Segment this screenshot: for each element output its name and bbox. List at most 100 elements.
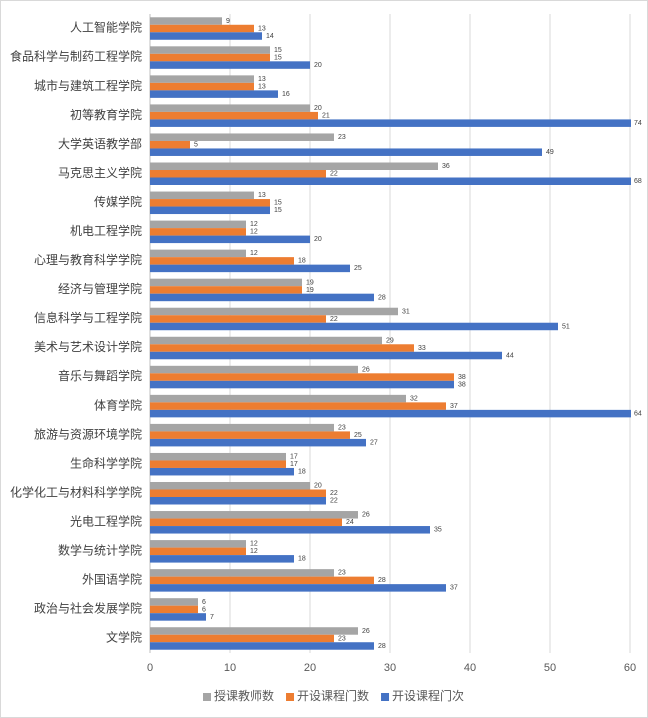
bar bbox=[150, 438, 366, 447]
bar bbox=[150, 365, 358, 374]
value-label: 35 bbox=[434, 527, 442, 534]
value-label: 20 bbox=[314, 236, 322, 243]
bar bbox=[150, 148, 542, 156]
x-tick-label: 20 bbox=[304, 662, 316, 674]
value-label: 28 bbox=[378, 643, 386, 650]
value-label: 16 bbox=[282, 91, 290, 98]
bar bbox=[150, 598, 198, 606]
legend-label: 开设课程门数 bbox=[297, 688, 369, 703]
x-tick-label: 40 bbox=[464, 662, 476, 674]
value-label: 6 bbox=[202, 606, 206, 613]
bar bbox=[150, 642, 374, 650]
bar bbox=[150, 511, 358, 519]
bar bbox=[150, 423, 334, 432]
bar bbox=[150, 228, 246, 236]
category-label: 外国语学院 bbox=[82, 572, 142, 587]
value-label: 19 bbox=[306, 279, 314, 286]
value-label: 15 bbox=[274, 54, 282, 61]
value-label: 13 bbox=[258, 76, 266, 83]
bar bbox=[150, 53, 270, 62]
bar bbox=[150, 518, 342, 527]
value-label: 74 bbox=[634, 120, 642, 127]
category-label: 美术与艺术设计学院 bbox=[34, 339, 142, 354]
bar bbox=[150, 497, 326, 505]
category-label: 文学院 bbox=[106, 630, 142, 645]
value-label: 28 bbox=[378, 294, 386, 301]
x-tick-label: 10 bbox=[224, 662, 236, 674]
bar bbox=[150, 322, 558, 331]
bar bbox=[150, 220, 246, 229]
bar bbox=[150, 351, 502, 360]
value-label: 31 bbox=[402, 308, 410, 315]
category-label: 光电工程学院 bbox=[70, 513, 142, 528]
bar bbox=[150, 133, 334, 141]
value-label: 7 bbox=[210, 614, 214, 621]
bar bbox=[150, 82, 254, 91]
category-label: 初等教育学院 bbox=[70, 107, 142, 122]
legend-label: 授课教师数 bbox=[214, 688, 274, 703]
bar bbox=[150, 540, 246, 548]
bar bbox=[150, 75, 254, 83]
value-label: 22 bbox=[330, 498, 338, 505]
bar bbox=[150, 380, 454, 389]
value-label: 37 bbox=[450, 585, 458, 592]
bar bbox=[150, 409, 631, 418]
category-label: 信息科学与工程学院 bbox=[34, 310, 142, 325]
value-label: 17 bbox=[290, 454, 298, 461]
legend-swatch bbox=[286, 693, 295, 701]
category-label: 传媒学院 bbox=[94, 194, 142, 209]
category-label: 食品科学与制药工程学院 bbox=[10, 49, 142, 64]
bar bbox=[150, 634, 334, 643]
bar bbox=[150, 278, 302, 287]
bar bbox=[150, 555, 294, 563]
value-label: 38 bbox=[458, 381, 466, 388]
value-label: 68 bbox=[634, 178, 642, 185]
value-label: 23 bbox=[338, 425, 346, 432]
value-label: 26 bbox=[362, 628, 370, 635]
legend-swatch bbox=[381, 693, 390, 701]
bar bbox=[150, 119, 631, 127]
value-label: 12 bbox=[250, 250, 258, 257]
value-label: 37 bbox=[450, 403, 458, 410]
value-label: 14 bbox=[266, 33, 274, 40]
value-label: 12 bbox=[250, 548, 258, 555]
x-tick-label: 30 bbox=[384, 662, 396, 674]
x-tick-label: 60 bbox=[624, 662, 636, 674]
category-label: 马克思主义学院 bbox=[58, 165, 142, 180]
bar bbox=[150, 547, 246, 556]
value-label: 19 bbox=[306, 287, 314, 294]
value-label: 23 bbox=[338, 635, 346, 642]
category-label: 体育学院 bbox=[94, 397, 142, 412]
value-label: 12 bbox=[250, 541, 258, 548]
value-label: 22 bbox=[330, 490, 338, 497]
value-label: 13 bbox=[258, 192, 266, 199]
bar bbox=[150, 452, 286, 461]
bar bbox=[150, 307, 398, 316]
bar bbox=[150, 46, 270, 54]
category-label: 人工智能学院 bbox=[70, 20, 142, 35]
bar bbox=[150, 431, 350, 439]
value-label: 33 bbox=[418, 345, 426, 352]
category-label: 政治与社会发展学院 bbox=[34, 601, 142, 616]
bar bbox=[150, 104, 310, 112]
bar bbox=[150, 199, 270, 207]
bar bbox=[150, 162, 438, 170]
legend-label: 开设课程门次 bbox=[392, 688, 464, 703]
value-label: 18 bbox=[298, 258, 306, 265]
value-label: 20 bbox=[314, 105, 322, 112]
value-label: 15 bbox=[274, 207, 282, 214]
value-label: 20 bbox=[314, 62, 322, 69]
value-label: 22 bbox=[330, 316, 338, 323]
value-label: 13 bbox=[258, 83, 266, 90]
value-label: 22 bbox=[330, 171, 338, 178]
value-label: 15 bbox=[274, 200, 282, 207]
bar bbox=[150, 576, 374, 585]
bar bbox=[150, 170, 326, 178]
value-label: 27 bbox=[370, 440, 378, 447]
category-label: 大学英语教学部 bbox=[58, 136, 142, 151]
bar bbox=[150, 482, 310, 490]
category-label: 经济与管理学院 bbox=[58, 281, 142, 296]
bar bbox=[150, 627, 358, 635]
bar bbox=[150, 315, 326, 323]
